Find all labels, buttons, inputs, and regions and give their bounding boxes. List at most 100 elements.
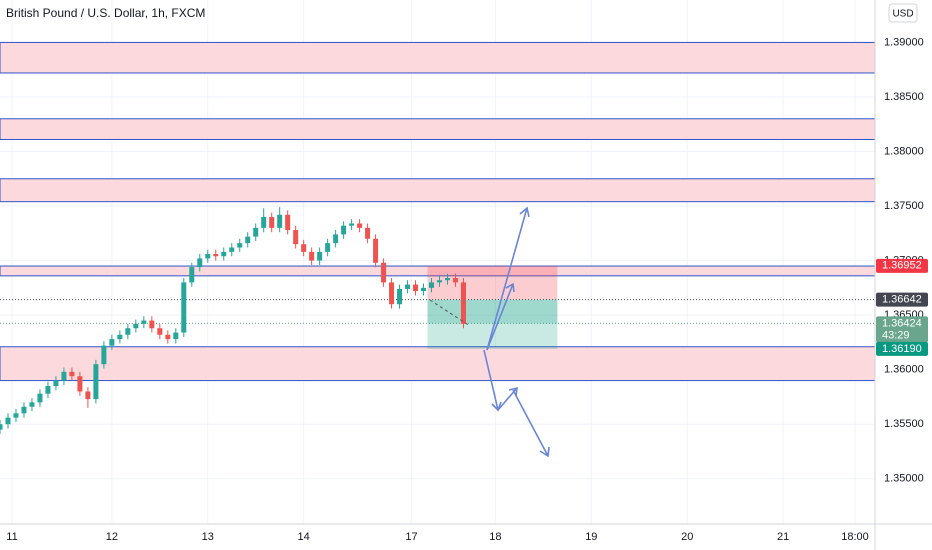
- price-label: 1.36190: [882, 343, 922, 355]
- candle-body: [373, 238, 379, 263]
- candle-body: [237, 243, 243, 248]
- candle-body: [221, 251, 227, 257]
- price-label-bg: [876, 258, 928, 273]
- candle-body: [133, 323, 139, 329]
- candle-body: [389, 282, 395, 305]
- x-tick-label: 18:00: [841, 531, 869, 543]
- arrows: [429, 206, 550, 458]
- candle-body: [341, 225, 347, 235]
- candle-body: [77, 376, 83, 392]
- candle-body: [301, 244, 307, 252]
- y-tick-label: 1.38500: [884, 91, 924, 103]
- candle-body: [325, 243, 331, 252]
- candle-body: [349, 223, 355, 226]
- candle-body: [452, 278, 458, 283]
- candles: [0, 207, 466, 435]
- candle-body: [69, 371, 75, 377]
- candle-body: [261, 216, 267, 228]
- candle-body: [21, 406, 27, 414]
- x-tick-label: 17: [405, 531, 417, 543]
- countdown: 43:29: [882, 329, 910, 341]
- price-label-bg: [876, 292, 928, 307]
- candle-body: [173, 332, 179, 340]
- zone: [0, 346, 876, 382]
- candle-body: [205, 254, 211, 259]
- candle-body: [245, 236, 251, 244]
- chart-title: British Pound / U.S. Dollar, 1h, FXCM: [6, 6, 205, 20]
- candle-body: [309, 251, 315, 261]
- candle-body: [45, 386, 51, 394]
- candle-body: [285, 214, 291, 231]
- x-tick-label: 12: [106, 531, 118, 543]
- y-tick-label: 1.38000: [884, 145, 924, 157]
- y-tick-label: 1.37500: [884, 200, 924, 212]
- candle-body: [365, 227, 371, 239]
- candle-body: [109, 339, 115, 346]
- candle-body: [253, 227, 259, 237]
- x-tick-label: 11: [6, 531, 17, 543]
- profit-area: [427, 299, 558, 324]
- candle-body: [0, 424, 3, 430]
- y-tick-label: 1.36000: [884, 364, 924, 376]
- candle-body: [197, 258, 203, 268]
- price-label-bg: [876, 316, 928, 343]
- y-tick-label: 1.35000: [884, 473, 924, 485]
- dashed-line: [429, 299, 471, 327]
- candle-body: [444, 278, 450, 281]
- candle-body: [333, 234, 339, 244]
- arrow-up-long: [486, 206, 530, 351]
- candle-body: [37, 393, 43, 403]
- position-tool: [427, 265, 558, 349]
- zone: [0, 178, 876, 203]
- candle-body: [125, 328, 131, 335]
- candle-body: [181, 282, 187, 333]
- zone: [0, 118, 876, 141]
- price-label: 1.36424: [882, 317, 922, 329]
- target-area: [427, 299, 558, 349]
- arrow-up-short: [486, 282, 515, 351]
- arrow-down-long: [512, 389, 550, 458]
- candle-body: [436, 280, 442, 283]
- x-tick-label: 20: [681, 531, 693, 543]
- candle-body: [293, 230, 299, 245]
- candle-body: [397, 288, 403, 305]
- currency-box[interactable]: [888, 3, 918, 23]
- candle-body: [61, 371, 67, 381]
- axis-labels: 1.390001.385001.380001.375001.370001.365…: [6, 36, 928, 543]
- candle-body: [277, 214, 283, 228]
- candle-body: [460, 282, 466, 324]
- candle-body: [189, 267, 195, 283]
- candle-body: [117, 334, 123, 340]
- candle-body: [101, 345, 107, 365]
- y-tick-label: 1.35500: [884, 418, 924, 430]
- x-tick-label: 21: [777, 531, 789, 543]
- currency: USD: [892, 9, 913, 20]
- price-label: 1.36952: [882, 260, 922, 272]
- candle-body: [405, 284, 411, 289]
- price-axis: [875, 0, 932, 550]
- candle-body: [421, 287, 427, 292]
- x-tick-label: 19: [585, 531, 597, 543]
- candle-body: [317, 251, 323, 261]
- candle-body: [269, 216, 275, 228]
- candle-body: [213, 254, 219, 257]
- candle-body: [381, 262, 387, 283]
- candle-body: [141, 320, 147, 324]
- candle-body: [157, 328, 163, 335]
- x-tick-label: 18: [489, 531, 501, 543]
- candle-body: [229, 247, 235, 252]
- candle-body: [165, 334, 171, 340]
- candle-body: [53, 380, 59, 387]
- candle-body: [93, 364, 99, 400]
- candle-body: [429, 282, 435, 288]
- price-label-bg: [876, 341, 928, 356]
- zone: [0, 41, 876, 74]
- grid: [0, 0, 875, 524]
- candle-body: [357, 223, 363, 228]
- candle-body: [13, 413, 19, 418]
- y-tick-label: 1.39000: [884, 36, 924, 48]
- stop-area: [427, 265, 558, 300]
- x-tick-label: 14: [298, 531, 310, 543]
- price-label: 1.36642: [882, 294, 922, 306]
